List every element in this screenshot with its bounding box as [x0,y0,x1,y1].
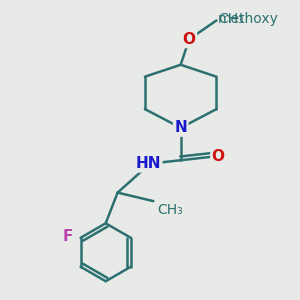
Text: O: O [183,32,196,47]
Text: F: F [62,229,73,244]
Text: N: N [174,120,187,135]
Text: methoxy: methoxy [218,12,279,26]
Text: CH₃: CH₃ [218,12,244,26]
Text: O: O [212,149,225,164]
Text: CH₃: CH₃ [157,203,183,217]
Text: HN: HN [136,156,161,171]
